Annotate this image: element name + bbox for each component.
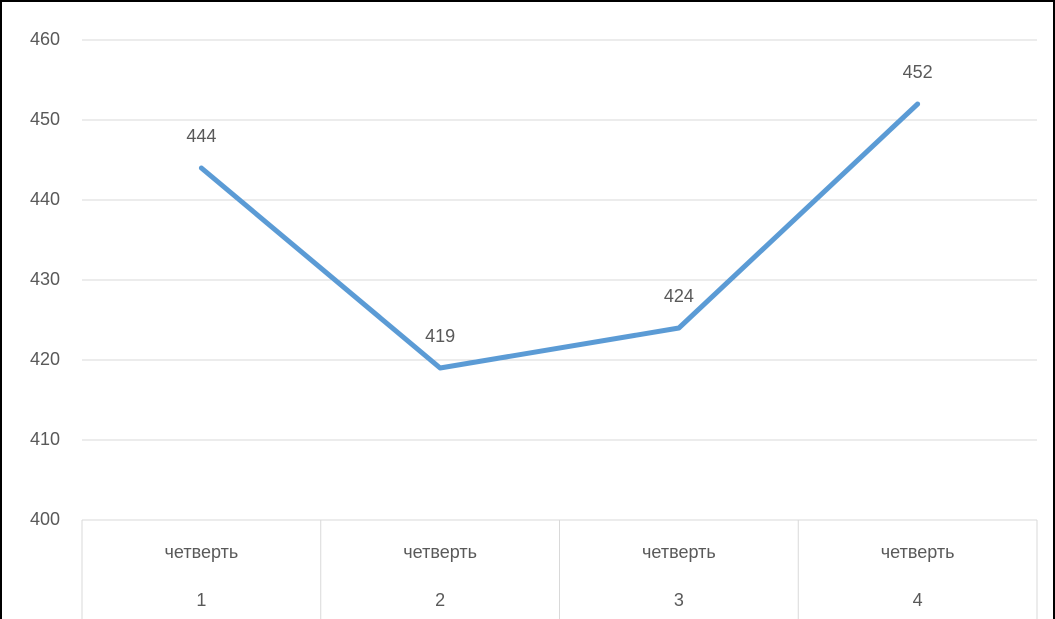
x-tick-label: четверть bbox=[881, 542, 955, 562]
x-tick-label: четверть bbox=[403, 542, 477, 562]
y-tick-label: 410 bbox=[30, 429, 60, 449]
line-series bbox=[198, 101, 921, 371]
x-tick-label: четверть bbox=[642, 542, 716, 562]
x-tick-label: 3 bbox=[674, 590, 684, 610]
data-label: 444 bbox=[186, 126, 216, 146]
x-tick-label: 2 bbox=[435, 590, 445, 610]
data-label: 424 bbox=[664, 286, 694, 306]
data-label: 452 bbox=[903, 62, 933, 82]
y-tick-label: 420 bbox=[30, 349, 60, 369]
x-tick-label: четверть bbox=[165, 542, 239, 562]
x-tick-label: 1 bbox=[196, 590, 206, 610]
y-tick-label: 440 bbox=[30, 189, 60, 209]
data-label: 419 bbox=[425, 326, 455, 346]
y-tick-label: 430 bbox=[30, 269, 60, 289]
y-tick-label: 460 bbox=[30, 29, 60, 49]
x-tick-label: 4 bbox=[913, 590, 923, 610]
y-tick-label: 400 bbox=[30, 509, 60, 529]
y-tick-label: 450 bbox=[30, 109, 60, 129]
